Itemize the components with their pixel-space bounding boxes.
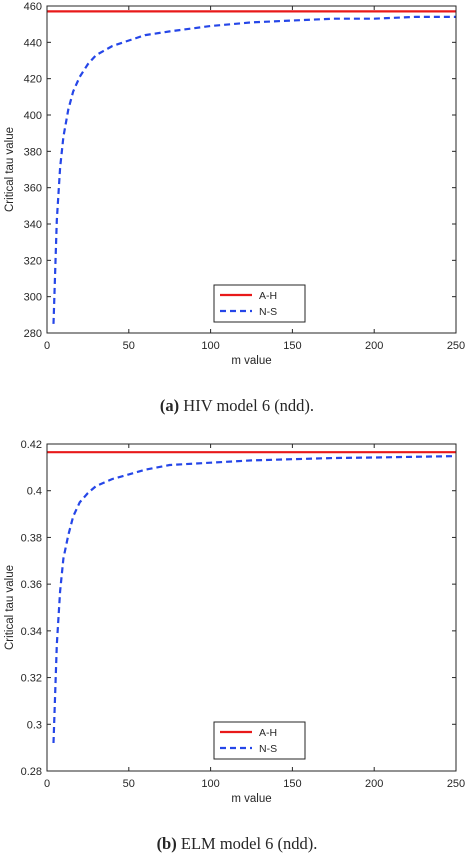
y-tick-label: 0.28 <box>21 766 42 778</box>
x-tick-label: 0 <box>44 340 50 352</box>
x-axis-label: m value <box>231 355 271 367</box>
legend-box <box>213 721 306 760</box>
x-tick-label: 200 <box>365 340 383 352</box>
y-tick-label: 320 <box>24 255 42 267</box>
y-tick-label: 0.36 <box>21 579 42 591</box>
x-tick-label: 100 <box>201 340 219 352</box>
series-line-n-s <box>52 455 457 744</box>
x-tick-label: 150 <box>283 340 301 352</box>
plot-area-frame <box>46 443 457 772</box>
x-tick-label: 50 <box>123 340 135 352</box>
x-tick-label: 250 <box>447 340 465 352</box>
y-tick-label: 380 <box>24 146 42 158</box>
y-tick-label: 460 <box>24 1 42 13</box>
legend-label-n-s: N-S <box>259 306 277 318</box>
legend-label-a-h: A-H <box>259 727 277 739</box>
y-tick-label: 0.38 <box>21 532 42 544</box>
legend-label-a-h: A-H <box>259 290 277 302</box>
legend-box <box>213 284 306 323</box>
x-axis-label: m value <box>231 793 271 805</box>
y-axis-label: Critical tau value <box>4 127 16 212</box>
x-tick-label: 250 <box>447 778 465 790</box>
y-tick-label: 340 <box>24 219 42 231</box>
y-tick-label: 280 <box>24 328 42 340</box>
caption-b: (b) ELM model 6 (ndd). <box>157 834 318 853</box>
caption-a: (a) HIV model 6 (ndd). <box>160 396 314 415</box>
y-tick-label: 0.42 <box>21 439 42 451</box>
y-tick-label: 440 <box>24 37 42 49</box>
x-tick-label: 50 <box>123 778 135 790</box>
y-tick-label: 400 <box>24 110 42 122</box>
y-tick-label: 300 <box>24 292 42 304</box>
y-tick-label: 360 <box>24 183 42 195</box>
plot-area-frame <box>46 5 457 334</box>
series-line-n-s <box>52 15 456 324</box>
legend: A-H N-S <box>213 721 306 760</box>
x-tick-label: 200 <box>365 778 383 790</box>
y-tick-label: 0.4 <box>27 486 42 498</box>
legend-label-n-s: N-S <box>259 743 277 755</box>
y-tick-label: 0.3 <box>27 719 42 731</box>
chart-panel-b: 0 50 100 150 200 250 0.28 0.3 0.32 0.34 0.36 0.38 0.… <box>4 439 465 805</box>
caption-b-label: (b) <box>157 834 177 853</box>
x-tick-label: 100 <box>201 778 219 790</box>
caption-b-text: ELM model 6 (ndd). <box>177 834 318 853</box>
y-tick-label: 0.34 <box>21 626 42 638</box>
chart-panel-a: 0 50 100 150 200 250 280 300 320 340 360 380 400 420 4… <box>4 1 465 367</box>
caption-a-label: (a) <box>160 396 179 415</box>
y-tick-label: 420 <box>24 74 42 86</box>
x-tick-label: 150 <box>283 778 301 790</box>
y-axis-label: Critical tau value <box>4 565 16 650</box>
caption-a-text: HIV model 6 (ndd). <box>179 396 314 415</box>
y-tick-label: 0.32 <box>21 673 42 685</box>
x-tick-label: 0 <box>44 778 50 790</box>
legend: A-H N-S <box>213 284 306 323</box>
